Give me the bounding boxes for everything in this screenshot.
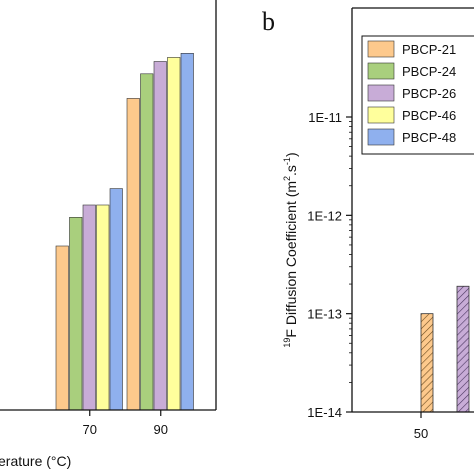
panel-a-x-tick-label: 70 [83,422,97,437]
legend-label-pbcp-46: PBCP-46 [402,108,456,123]
panel-b-bars [420,285,470,413]
panel-a-chart: 70 90 erature (°C) [0,0,217,469]
bar-pbcp-46-70 [96,204,110,411]
bar-pbcp-46-90 [167,57,181,411]
legend-swatch-pbcp-21 [367,40,395,58]
bar-pbcp-48-90 [180,52,194,411]
panel-b-x-ticks: 50 [414,412,428,441]
legend-label-pbcp-48: PBCP-48 [402,130,456,145]
panel-b-y-tick-label: 1E-11 [308,110,342,125]
panel-b-y-ticks: 1E-11 1E-12 1E-13 1E-14 [307,110,352,420]
panel-b-chart: b 19F Diffusion Coefficient (m2.s-1) 1E-… [262,7,474,441]
panel-b-y-label: 19F Diffusion Coefficient (m2.s-1) [282,152,299,347]
panel-a-x-tick-label: 90 [154,422,168,437]
panel-b-letter: b [262,7,275,36]
legend-swatch-pbcp-24 [367,62,395,80]
bar-pbcp-24-90 [140,73,154,411]
panel-a-bars [55,52,194,411]
legend-swatch-pbcp-26 [367,84,395,102]
panel-b-y-tick-label: 1E-12 [307,208,342,223]
bar-pbcp-21-70 [55,245,69,411]
bar-pbcp-24-70 [69,217,83,411]
panel-b-y-tick-label: 1E-13 [307,307,342,322]
panel-b-x-tick-label: 50 [414,426,428,441]
legend-swatch-pbcp-46 [367,106,395,124]
bar-pbcp-21-90 [126,98,140,411]
bar-pbcp-21-50 [420,313,434,413]
legend-label-pbcp-24: PBCP-24 [402,64,456,79]
bar-pbcp-26-90 [153,61,167,411]
bar-pbcp-26-50 [456,285,470,413]
bar-pbcp-48-70 [109,188,123,411]
panel-b-y-tick-label: 1E-14 [307,405,342,420]
panel-a-ticks: 70 90 [83,410,168,437]
panel-b-legend: PBCP-21 PBCP-24 PBCP-26 PBCP-46 PBCP-48 [361,35,474,155]
legend-label-pbcp-26: PBCP-26 [402,86,456,101]
legend-label-pbcp-21: PBCP-21 [402,42,456,57]
panel-a-x-label: erature (°C) [0,453,71,469]
bar-pbcp-26-70 [82,204,96,411]
legend-swatch-pbcp-48 [367,128,395,146]
